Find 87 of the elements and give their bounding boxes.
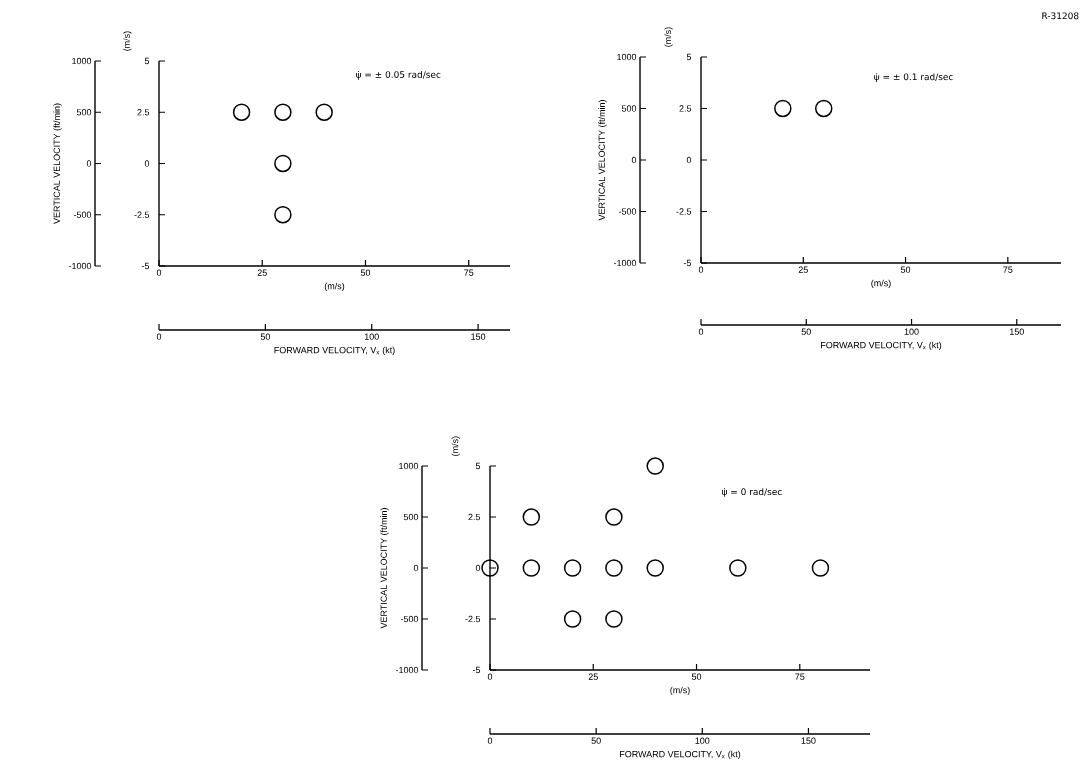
x2-tick-label: 100 (695, 737, 710, 744)
x-tick-label: 0 (698, 266, 704, 273)
point (481, 559, 499, 577)
y2-axis-title: VERTICAL VELOCITY (ft/min) (53, 103, 62, 224)
x2-tick-label: 50 (801, 328, 811, 335)
x2-tick-label: 150 (471, 333, 486, 340)
annotation: ψ̇ = ± 0.1 rad/sec (874, 73, 953, 82)
point (522, 559, 541, 577)
y-tick-label: -5 (472, 666, 481, 674)
point (646, 559, 664, 577)
point (646, 457, 664, 475)
y-tick-label: 0 (686, 156, 692, 164)
y2-tick-label: 500 (621, 105, 637, 112)
x2-tick-label: 100 (364, 333, 379, 340)
point (605, 559, 623, 577)
y-tick-label: 5 (475, 462, 481, 470)
y-tick-label: -5 (683, 259, 692, 267)
y2-axis-title: VERTICAL VELOCITY (ft/min) (598, 100, 607, 221)
x2-tick-label: 0 (156, 333, 162, 340)
x-tick-label: 25 (257, 269, 267, 276)
x2-tick-label: 0 (698, 328, 704, 335)
y-tick-label: -5 (141, 262, 150, 270)
y2-tick-label: -500 (73, 211, 92, 218)
x2-tick-label: 150 (801, 737, 816, 744)
y2-tick-label: 0 (413, 564, 419, 572)
y-tick-label: 0 (475, 564, 481, 572)
y2-tick-label: 1000 (399, 462, 419, 470)
x-tick-label: 0 (156, 269, 162, 276)
x2-tick-label: 0 (487, 737, 493, 744)
y2-tick-label: 500 (403, 513, 419, 521)
point (811, 559, 830, 577)
x2-axis-title: FORWARD VELOCITY, V$_{x}$ (kt) (620, 750, 741, 760)
x-tick-label: 75 (464, 269, 474, 276)
x2-axis-title: FORWARD VELOCITY, V$_{x}$ (kt) (274, 346, 395, 356)
y-tick-label: 0 (144, 160, 150, 167)
point (563, 559, 582, 577)
x-tick-label: 75 (795, 673, 805, 680)
point (605, 610, 623, 628)
x2-tick-label: 100 (904, 328, 919, 335)
annotation: ψ̇ = ± 0.05 rad/sec (356, 71, 441, 80)
x-tick-label: 50 (900, 266, 911, 273)
y2-tick-label: -1000 (395, 666, 419, 674)
y2-tick-label: 1000 (617, 53, 637, 61)
x-axis-title: (m/s) (670, 686, 690, 696)
x-tick-label: 0 (487, 673, 493, 680)
y2-tick-label: -1000 (68, 262, 92, 270)
x-tick-label: 25 (588, 673, 598, 680)
y-tick-label: 5 (686, 53, 692, 61)
x-tick-label: 75 (1003, 266, 1013, 273)
x-tick-label: 25 (798, 266, 808, 273)
point (232, 103, 251, 121)
y-axis-title: (m/s) (123, 31, 132, 51)
point (274, 103, 292, 121)
x2-tick-label: 50 (260, 333, 271, 340)
text: R-31208 (1042, 12, 1079, 20)
point (522, 508, 541, 526)
point (274, 154, 292, 173)
y2-tick-label: 500 (76, 109, 92, 116)
x-axis-title: (m/s) (871, 279, 891, 289)
y2-tick-label: 0 (86, 160, 92, 167)
y2-axis-title: VERTICAL VELOCITY (ft/min) (380, 508, 389, 629)
y-axis-title: (m/s) (451, 436, 460, 456)
annotation: ψ̇ = 0 rad/sec (722, 488, 782, 497)
x-axis-title: (m/s) (324, 282, 345, 292)
y-tick-label: 2.5 (679, 105, 692, 112)
y-tick-label: -2.5 (676, 208, 692, 215)
y-tick-label: 2.5 (137, 109, 150, 116)
point (563, 610, 582, 628)
point (315, 103, 333, 121)
y-tick-label: 2.5 (468, 513, 481, 521)
y-tick-label: 5 (144, 57, 150, 65)
y2-tick-label: -1000 (613, 259, 637, 267)
y2-tick-label: -500 (400, 615, 419, 623)
x-tick-label: 50 (691, 673, 702, 680)
y-tick-label: -2.5 (134, 211, 150, 218)
y2-tick-label: 0 (631, 156, 637, 164)
y2-tick-label: -500 (618, 208, 637, 215)
y-tick-label: -2.5 (465, 615, 481, 623)
point (605, 508, 623, 526)
point (274, 206, 292, 224)
x-tick-label: 50 (360, 269, 371, 276)
y2-tick-label: 1000 (72, 57, 92, 65)
y-axis-title: (m/s) (664, 27, 673, 47)
x2-tick-label: 150 (1010, 328, 1024, 335)
point (729, 559, 747, 577)
x2-axis-title: FORWARD VELOCITY, V$_{x}$ (kt) (821, 341, 942, 351)
x2-tick-label: 50 (591, 737, 601, 744)
